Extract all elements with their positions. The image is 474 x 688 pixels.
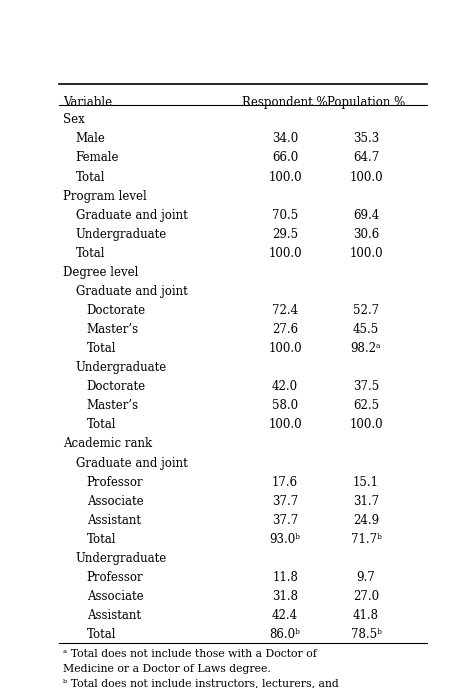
Text: 35.3: 35.3 [353,132,379,145]
Text: 45.5: 45.5 [353,323,379,336]
Text: Female: Female [76,151,119,164]
Text: 34.0: 34.0 [272,132,298,145]
Text: 71.7ᵇ: 71.7ᵇ [351,533,382,546]
Text: 9.7: 9.7 [356,571,375,584]
Text: Academic rank: Academic rank [63,438,152,451]
Text: 11.8: 11.8 [272,571,298,584]
Text: Associate: Associate [87,590,144,603]
Text: Male: Male [76,132,106,145]
Text: 100.0: 100.0 [268,247,302,260]
Text: Professor: Professor [87,475,144,488]
Text: Total: Total [76,247,105,260]
Text: 66.0: 66.0 [272,151,298,164]
Text: 78.5ᵇ: 78.5ᵇ [351,628,382,641]
Text: 70.5: 70.5 [272,208,298,222]
Text: 100.0: 100.0 [268,418,302,431]
Text: 42.0: 42.0 [272,380,298,394]
Text: Respondent %: Respondent % [242,96,328,109]
Text: 58.0: 58.0 [272,399,298,412]
Text: 41.8: 41.8 [353,609,379,622]
Text: Graduate and joint: Graduate and joint [76,285,188,298]
Text: 17.6: 17.6 [272,475,298,488]
Text: Total: Total [87,628,116,641]
Text: 24.9: 24.9 [353,514,379,527]
Text: 100.0: 100.0 [349,418,383,431]
Text: Associate: Associate [87,495,144,508]
Text: Undergraduate: Undergraduate [76,361,167,374]
Text: 27.0: 27.0 [353,590,379,603]
Text: Undergraduate: Undergraduate [76,552,167,565]
Text: 72.4: 72.4 [272,304,298,317]
Text: 100.0: 100.0 [268,171,302,184]
Text: 62.5: 62.5 [353,399,379,412]
Text: Professor: Professor [87,571,144,584]
Text: Graduate and joint: Graduate and joint [76,457,188,470]
Text: Undergraduate: Undergraduate [76,228,167,241]
Text: 29.5: 29.5 [272,228,298,241]
Text: Doctorate: Doctorate [87,304,146,317]
Text: Total: Total [76,171,105,184]
Text: 98.2ᵃ: 98.2ᵃ [351,342,381,355]
Text: 37.5: 37.5 [353,380,379,394]
Text: Program level: Program level [63,190,146,202]
Text: Assistant: Assistant [87,609,141,622]
Text: 86.0ᵇ: 86.0ᵇ [270,628,301,641]
Text: 100.0: 100.0 [349,247,383,260]
Text: Sex: Sex [63,114,85,127]
Text: Degree level: Degree level [63,266,138,279]
Text: 27.6: 27.6 [272,323,298,336]
Text: Total: Total [87,418,116,431]
Text: 52.7: 52.7 [353,304,379,317]
Text: Graduate and joint: Graduate and joint [76,208,188,222]
Text: 15.1: 15.1 [353,475,379,488]
Text: Doctorate: Doctorate [87,380,146,394]
Text: 64.7: 64.7 [353,151,379,164]
Text: Total: Total [87,533,116,546]
Text: Master’s: Master’s [87,323,139,336]
Text: 31.8: 31.8 [272,590,298,603]
Text: 37.7: 37.7 [272,495,298,508]
Text: Assistant: Assistant [87,514,141,527]
Text: 93.0ᵇ: 93.0ᵇ [270,533,301,546]
Text: 100.0: 100.0 [268,342,302,355]
Text: Population %: Population % [327,96,405,109]
Text: 42.4: 42.4 [272,609,298,622]
Text: Total: Total [87,342,116,355]
Text: Master’s: Master’s [87,399,139,412]
Text: Variable: Variable [63,96,112,109]
Text: Medicine or a Doctor of Laws degree.: Medicine or a Doctor of Laws degree. [63,664,271,674]
Text: 69.4: 69.4 [353,208,379,222]
Text: 30.6: 30.6 [353,228,379,241]
Text: 37.7: 37.7 [272,514,298,527]
Text: ᵃ Total does not include those with a Doctor of: ᵃ Total does not include those with a Do… [63,649,317,659]
Text: 31.7: 31.7 [353,495,379,508]
Text: 100.0: 100.0 [349,171,383,184]
Text: ᵇ Total does not include instructors, lecturers, and: ᵇ Total does not include instructors, le… [63,678,339,688]
